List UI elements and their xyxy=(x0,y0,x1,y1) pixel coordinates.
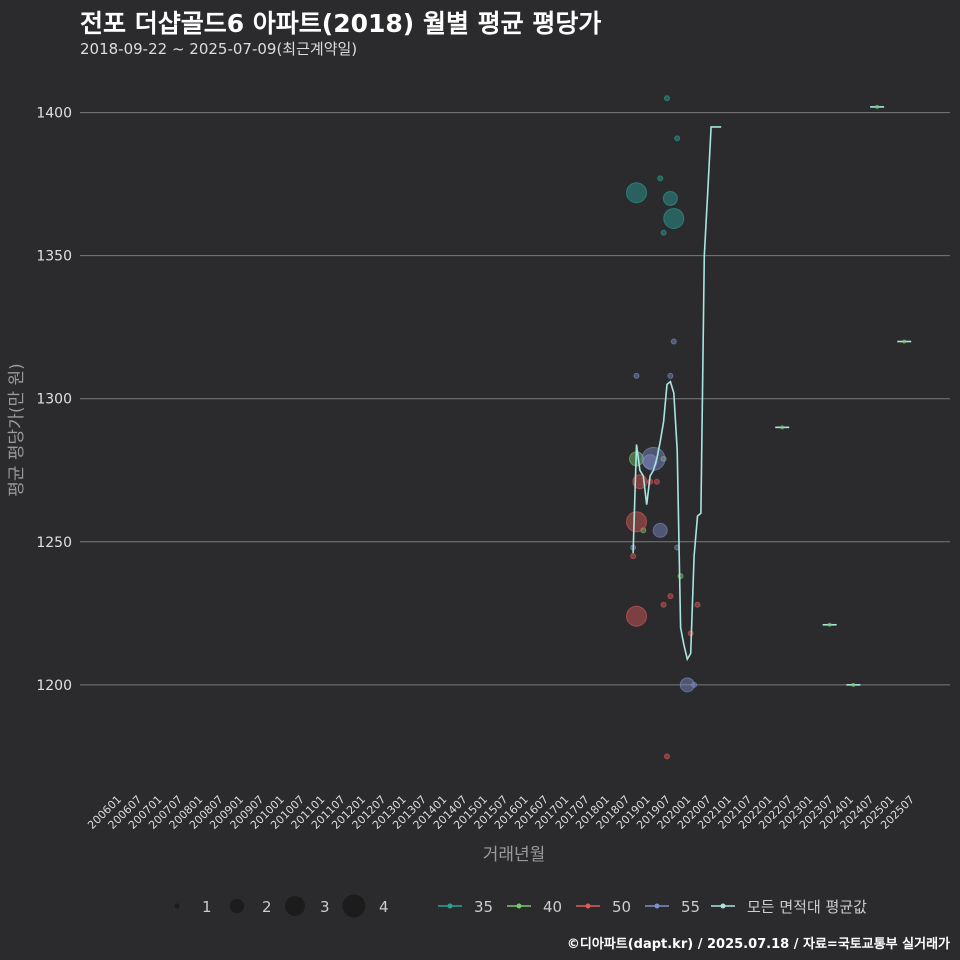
legend-dot xyxy=(720,903,726,909)
point-55 xyxy=(652,522,668,538)
point-35 xyxy=(660,229,667,236)
legend-size-label: 1 xyxy=(202,898,212,916)
point-55 xyxy=(679,677,695,693)
legend-size-dot xyxy=(285,896,305,916)
point-35 xyxy=(657,175,664,182)
point-35 xyxy=(662,190,678,206)
chart-title: 전포 더샵골드6 아파트(2018) 월별 평균 평당가 xyxy=(80,9,602,38)
legend-dot xyxy=(654,903,660,909)
point-50 xyxy=(660,601,667,608)
point-50 xyxy=(664,753,670,760)
legend-label: 50 xyxy=(612,898,631,916)
y-tick-label: 1300 xyxy=(36,392,72,408)
y-tick-label: 1400 xyxy=(36,106,72,122)
legend-size-label: 2 xyxy=(262,898,272,916)
y-axis-title: 평균 평당가(만 원) xyxy=(7,363,27,497)
point-55 xyxy=(670,338,677,345)
legend-dot xyxy=(585,903,591,909)
point-55 xyxy=(667,372,674,379)
footer-credit: ©디아파트(dapt.kr) / 2025.07.18 / 자료=국토교통부 실… xyxy=(566,937,950,952)
point-35 xyxy=(663,207,685,229)
point-50 xyxy=(694,601,701,608)
point-50 xyxy=(667,593,674,600)
point-55 xyxy=(691,681,698,688)
point-35 xyxy=(626,182,647,204)
legend-label: 55 xyxy=(681,898,700,916)
average-segment-point xyxy=(827,622,832,627)
point-50 xyxy=(626,511,647,533)
legend-label: 모든 면적대 평균값 xyxy=(747,898,867,916)
legend-dot xyxy=(516,903,522,909)
y-tick-label: 1350 xyxy=(36,249,72,265)
point-55 xyxy=(641,446,666,471)
y-tick-label: 1250 xyxy=(36,535,72,551)
point-50 xyxy=(630,553,637,560)
point-55 xyxy=(642,454,658,470)
legend-dot xyxy=(447,903,453,909)
average-segment-point xyxy=(851,682,856,687)
average-line xyxy=(632,126,722,662)
point-55 xyxy=(633,372,640,379)
average-segment-point xyxy=(780,425,785,430)
legend-size-label: 3 xyxy=(320,898,330,916)
chart-subtitle: 2018-09-22 ~ 2025-07-09(최근계약일) xyxy=(80,40,358,58)
point-35 xyxy=(664,95,670,102)
point-50 xyxy=(626,605,647,627)
average-segment-point xyxy=(902,339,907,344)
legend-size-dot xyxy=(230,899,244,913)
x-axis-title: 거래년월 xyxy=(483,845,546,865)
legend-label: 35 xyxy=(474,898,493,916)
average-segment-point xyxy=(875,104,880,109)
y-tick-label: 1200 xyxy=(36,678,72,694)
legend-size-dot xyxy=(342,894,366,918)
legend-size-label: 4 xyxy=(379,898,389,916)
point-35 xyxy=(674,135,681,142)
legend-label: 40 xyxy=(543,898,562,916)
legend-size-dot xyxy=(174,903,180,909)
point-50 xyxy=(653,478,660,485)
